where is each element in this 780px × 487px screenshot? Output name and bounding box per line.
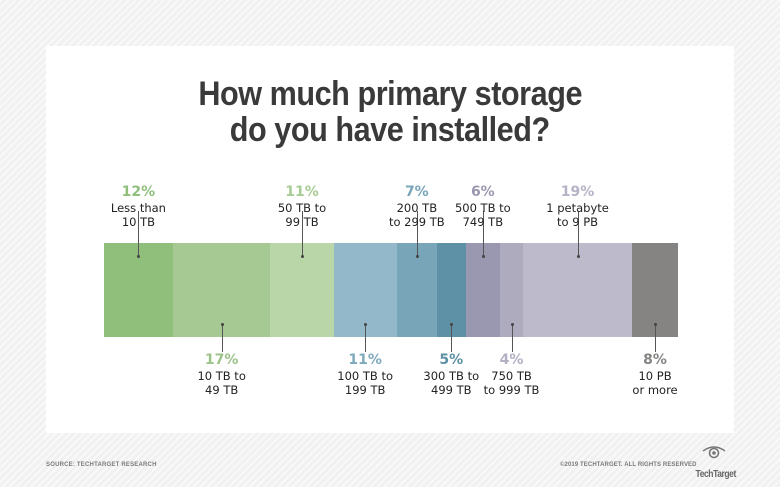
leader-line — [365, 324, 367, 352]
leader-dot — [654, 323, 658, 326]
range-label: 49 TB — [205, 383, 239, 397]
range-label: 200 TB — [396, 201, 438, 215]
percent-value: 19% — [560, 184, 595, 200]
percent-value: 11% — [285, 184, 319, 200]
source-note: SOURCE: TECHTARGET RESEARCH — [46, 462, 157, 468]
leader-dot — [450, 323, 454, 326]
range-label: to 9 PB — [557, 215, 599, 229]
range-label: to 999 TB — [483, 383, 540, 397]
range-label: 500 TB to — [454, 201, 511, 215]
leader-line — [138, 211, 140, 256]
bar-segment — [436, 243, 467, 337]
chart-title: How much primary storage do you have ins… — [46, 76, 734, 148]
range-label: to 299 TB — [388, 215, 445, 229]
leader-dot — [220, 323, 224, 326]
leader-line — [511, 324, 513, 352]
segment-label: 8% 10 PB or more — [600, 352, 710, 397]
segment-label: 7% 200 TB to 299 TB — [362, 184, 472, 229]
range-label: 99 TB — [285, 215, 319, 229]
logo-text: TechTarget — [695, 469, 737, 480]
segment-label: 6% 500 TB to 749 TB — [428, 184, 538, 229]
percent-value: 8% — [643, 352, 667, 368]
range-label: 10 PB — [638, 369, 672, 383]
leader-dot — [301, 255, 305, 258]
title-line-2: do you have installed? — [230, 111, 550, 149]
leader-line — [221, 324, 223, 352]
leader-line — [482, 211, 484, 256]
range-label: Less than — [110, 201, 166, 215]
chart-card: How much primary storage do you have ins… — [46, 46, 734, 433]
percent-value: 17% — [204, 352, 239, 368]
percent-value: 7% — [404, 184, 429, 200]
leader-line — [302, 211, 304, 256]
bar-segment — [465, 243, 501, 337]
range-label: 50 TB to — [277, 201, 327, 215]
segment-label: 4% 750 TB to 999 TB — [457, 352, 567, 397]
segment-label: 11% 100 TB to 199 TB — [310, 352, 420, 397]
eye-icon — [702, 446, 726, 459]
bar-segment — [523, 243, 633, 337]
leader-dot — [137, 255, 141, 258]
leader-line — [577, 211, 579, 256]
bar-segment — [396, 243, 438, 337]
percent-value: 11% — [348, 352, 382, 368]
range-label: 10 TB to — [197, 369, 246, 383]
range-label: 1 petabyte — [546, 201, 609, 215]
segment-label: 17% 10 TB to 49 TB — [167, 352, 277, 397]
range-label: 100 TB to — [337, 369, 394, 383]
bar-segment — [500, 243, 524, 337]
segment-label: 5% 300 TB to 499 TB — [396, 352, 506, 397]
bar-segment — [333, 243, 398, 337]
range-label: 499 TB — [431, 383, 472, 397]
percent-value: 12% — [121, 184, 156, 200]
segment-label: 11% 50 TB to 99 TB — [247, 184, 357, 229]
techtarget-logo: TechTarget — [692, 446, 736, 482]
percent-value: 4% — [499, 352, 524, 368]
range-label: 199 TB — [344, 383, 386, 397]
range-label: 749 TB — [462, 215, 504, 229]
bar-segment — [104, 243, 174, 337]
leader-line — [451, 324, 453, 352]
segment-label: 12% Less than 10 TB — [83, 184, 193, 229]
leader-dot — [364, 323, 368, 326]
leader-dot — [481, 255, 485, 258]
range-label: or more — [632, 383, 678, 397]
leader-dot — [576, 255, 580, 258]
leader-line — [416, 211, 418, 256]
leader-line — [655, 324, 657, 352]
percent-value: 5% — [439, 352, 464, 368]
range-label: 750 TB — [491, 369, 532, 383]
segment-label: 19% 1 petabyte to 9 PB — [523, 184, 633, 229]
bar-segment — [172, 243, 271, 337]
leader-dot — [415, 255, 419, 258]
copyright-note: ©2019 TECHTARGET. ALL RIGHTS RESERVED — [560, 462, 697, 468]
bar-segment — [270, 243, 335, 337]
leader-dot — [510, 323, 514, 326]
range-label: 300 TB to — [423, 369, 480, 383]
bar-segment — [632, 243, 679, 337]
percent-value: 6% — [470, 184, 495, 200]
range-label: 10 TB — [121, 215, 156, 229]
title-line-1: How much primary storage — [198, 75, 582, 113]
